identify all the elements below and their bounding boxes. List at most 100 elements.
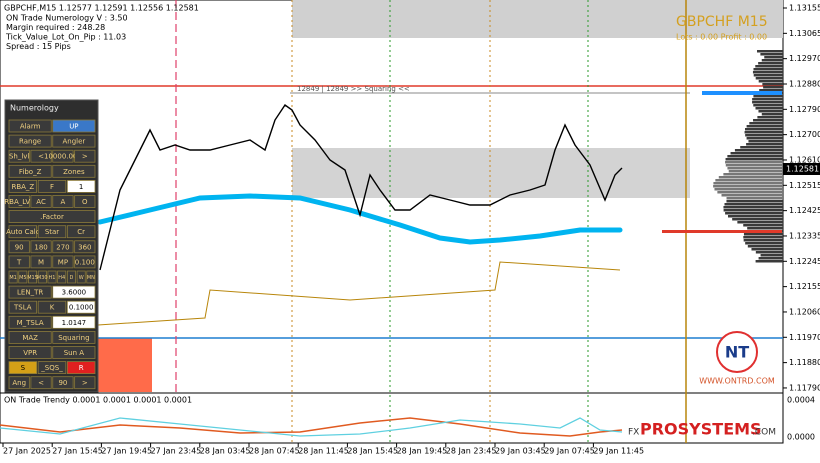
panel-button[interactable] (57, 270, 67, 284)
panel-button-label: RBA_Z (11, 183, 34, 191)
panel-button-label: Range (19, 138, 41, 146)
panel-button[interactable] (52, 195, 74, 208)
profile-bar (724, 203, 783, 206)
profile-bar (737, 221, 783, 224)
profile-bar (662, 230, 782, 233)
panel-button[interactable] (74, 240, 96, 254)
panel-button[interactable] (52, 376, 74, 390)
current-price-box (783, 163, 820, 175)
profile-bar (753, 119, 783, 122)
price-label: 1.12700 (789, 130, 820, 139)
panel-button-label: < (38, 153, 44, 161)
panel-button-label: 0.100 (75, 258, 95, 266)
panel-button[interactable] (52, 330, 96, 344)
panel-button-label: TSLA (13, 304, 32, 312)
panel-button[interactable] (30, 149, 52, 163)
panel-button[interactable] (52, 240, 74, 254)
panel-button[interactable] (8, 164, 52, 178)
panel-button[interactable] (86, 270, 96, 284)
panel-button[interactable] (8, 361, 38, 375)
profile-bar (718, 176, 783, 179)
profile-bar (727, 155, 783, 158)
panel-button[interactable] (8, 149, 30, 163)
time-label: 29 Jan 07:45 (544, 447, 595, 456)
panel-button-label: M_TSLA (17, 319, 44, 327)
profile-bar (763, 86, 783, 89)
price-label: 1.12425 (789, 206, 820, 215)
panel-button[interactable] (66, 270, 76, 284)
profile-bar (721, 194, 783, 197)
panel-button-label: 90 (58, 379, 67, 387)
profile-bar (713, 185, 783, 188)
panel-button[interactable] (8, 119, 52, 133)
panel-button[interactable] (52, 119, 96, 133)
panel-button-label: K (50, 304, 55, 312)
time-label: 28 Jan 19:45 (397, 447, 448, 456)
indicator-line (0, 417, 623, 437)
panel-button-label: > (82, 379, 88, 387)
panel-button[interactable] (76, 270, 86, 284)
panel-button[interactable] (74, 255, 96, 269)
profile-bar (753, 95, 783, 98)
panel-button[interactable] (74, 149, 96, 163)
panel-button[interactable] (8, 195, 30, 208)
panel-button[interactable] (52, 149, 74, 163)
panel-button[interactable] (8, 134, 52, 148)
brand-suffix: .COM (752, 428, 776, 438)
panel-button[interactable] (8, 300, 38, 314)
panel-button[interactable] (28, 270, 38, 284)
time-label: 29 Jan 03:45 (495, 447, 546, 456)
panel-button[interactable] (8, 285, 52, 299)
panel-button[interactable] (47, 270, 57, 284)
panel-button-label: Fibo_Z (19, 168, 42, 176)
panel-button-label: MAZ (22, 334, 38, 342)
profile-bar (755, 107, 783, 110)
panel-button-label: O (82, 198, 88, 206)
panel-button[interactable] (8, 270, 18, 284)
panel-button[interactable] (74, 376, 96, 390)
panel-button[interactable] (8, 346, 52, 359)
panel-button[interactable] (52, 164, 96, 178)
panel-button[interactable] (66, 361, 96, 375)
panel-button[interactable] (37, 300, 67, 314)
panel-button[interactable] (8, 210, 96, 224)
header-stats: Lots : 0.00 Profit : 0.00 (676, 33, 767, 42)
panel-button-label: 1 (79, 183, 83, 191)
panel-button[interactable] (37, 361, 67, 375)
panel-button[interactable] (74, 195, 96, 208)
panel-button[interactable] (8, 330, 52, 344)
panel-button-label: Sh_lvl (9, 153, 29, 161)
profile-bar (755, 77, 783, 80)
panel-button[interactable] (52, 134, 96, 148)
profile-bar (730, 152, 783, 155)
panel-button-label: .Factor (40, 213, 64, 221)
profile-bar (713, 182, 783, 185)
panel-button[interactable] (52, 255, 74, 269)
price-label: 1.12335 (789, 231, 820, 240)
panel-button[interactable] (8, 315, 52, 329)
panel-button[interactable] (8, 225, 38, 239)
panel-button[interactable] (66, 225, 96, 239)
panel-button[interactable] (8, 240, 30, 254)
panel-button[interactable] (37, 225, 67, 239)
panel-button[interactable] (30, 240, 52, 254)
time-label: 27 Jan 2025 (3, 447, 51, 456)
panel-button-label: H4 (58, 275, 65, 281)
panel-button[interactable] (8, 255, 30, 269)
panel-button[interactable] (52, 346, 96, 359)
profile-bar (760, 53, 783, 56)
panel-button[interactable] (8, 376, 30, 390)
price-label: 1.12970 (789, 54, 820, 63)
time-label: 28 Jan 03:45 (200, 447, 251, 456)
panel-button-label: > (82, 153, 88, 161)
panel-button[interactable] (8, 179, 38, 193)
panel-button[interactable] (30, 376, 52, 390)
panel-button-label: A (61, 198, 66, 206)
panel-button[interactable] (18, 270, 28, 284)
panel-button[interactable] (30, 255, 52, 269)
panel-button[interactable] (30, 195, 52, 208)
symbol-info: GBPCHF,M15 1.12577 1.12591 1.12556 1.125… (4, 4, 199, 13)
panel-button[interactable] (37, 179, 67, 193)
time-label: 28 Jan 15:45 (347, 447, 398, 456)
panel-button[interactable] (37, 270, 47, 284)
